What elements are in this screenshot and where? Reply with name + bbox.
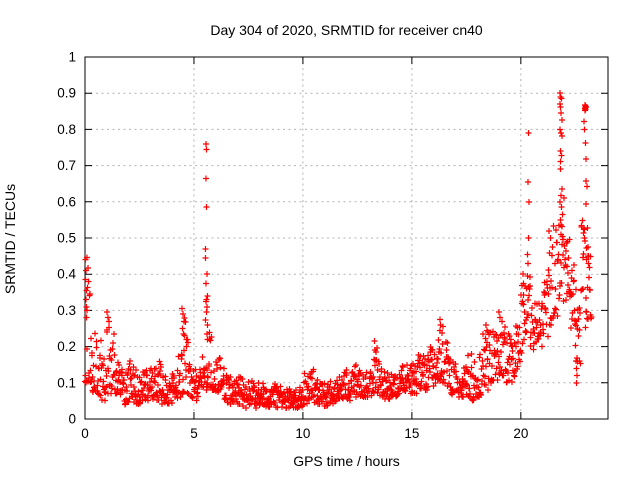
y-tick-label: 0.7 — [57, 158, 76, 173]
x-tick-label: 10 — [295, 426, 310, 441]
y-tick-label: 0.3 — [57, 303, 76, 318]
y-tick-label: 0.5 — [57, 231, 76, 246]
y-tick-label: 0.1 — [57, 375, 76, 390]
x-tick-label: 15 — [404, 426, 419, 441]
y-tick-label: 0.2 — [57, 339, 76, 354]
y-tick-label: 0.4 — [57, 267, 76, 282]
x-tick-label: 5 — [190, 426, 198, 441]
x-tick-label: 0 — [81, 426, 89, 441]
y-tick-label: 0.9 — [57, 86, 76, 101]
x-axis-label: GPS time / hours — [293, 453, 400, 469]
y-tick-label: 0 — [68, 412, 76, 427]
y-tick-label: 1 — [68, 50, 76, 65]
y-tick-label: 0.8 — [57, 122, 76, 137]
x-tick-label: 20 — [513, 426, 528, 441]
scatter-points — [82, 90, 595, 411]
y-axis-label: SRMTID / TECUs — [2, 183, 18, 295]
axis-ticks — [84, 56, 608, 420]
y-tick-label: 0.6 — [57, 194, 76, 209]
chart-title: Day 304 of 2020, SRMTID for receiver cn4… — [210, 22, 483, 38]
